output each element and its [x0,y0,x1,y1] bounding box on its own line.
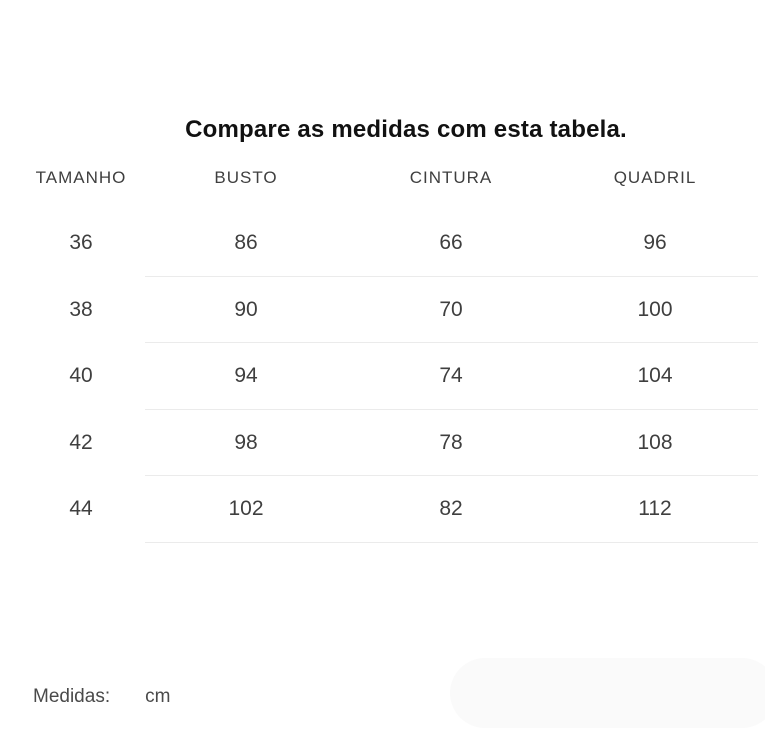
table-cell-size: 38 [69,297,93,321]
column-header-busto: BUSTO [214,168,278,187]
table-cell-waist: 78 [439,430,463,454]
measurements-note: Medidas: cm [33,686,170,708]
table-row: 36 86 66 96 [0,210,765,277]
page-title: Compare as medidas com esta tabela. [185,116,627,143]
table-row: 42 98 78 108 [0,410,765,477]
background-pill-shape [450,658,765,728]
measurements-unit: cm [145,686,171,707]
table-cell-size: 44 [69,497,93,521]
table-cell-hip: 100 [637,297,673,321]
table-cell-hip: 96 [643,231,667,255]
table-cell-hip: 112 [638,497,672,521]
table-row: 40 94 74 104 [0,343,765,410]
table-row: 44 102 82 112 [0,476,765,543]
table-cell-hip: 108 [637,430,673,454]
table-cell-bust: 86 [234,231,258,255]
table-header-row: TAMANHO BUSTO CINTURA QUADRIL [0,146,765,210]
table-cell-bust: 98 [234,430,258,454]
table-cell-bust: 102 [228,497,264,521]
table-cell-waist: 82 [439,497,463,521]
table-cell-size: 40 [69,364,93,388]
table-cell-bust: 90 [234,297,258,321]
table-cell-size: 36 [69,231,93,255]
table-cell-hip: 104 [637,364,673,388]
column-header-cintura: CINTURA [409,168,493,187]
size-table: TAMANHO BUSTO CINTURA QUADRIL 36 86 66 9… [0,146,765,543]
table-cell-size: 42 [69,430,93,454]
table-cell-waist: 74 [439,364,463,388]
column-header-tamanho: TAMANHO [35,168,127,187]
table-cell-waist: 66 [439,231,463,255]
measurements-label: Medidas: [33,686,111,707]
table-cell-waist: 70 [439,297,463,321]
table-row: 38 90 70 100 [0,277,765,344]
table-cell-bust: 94 [234,364,258,388]
column-header-quadril: QUADRIL [613,168,697,187]
